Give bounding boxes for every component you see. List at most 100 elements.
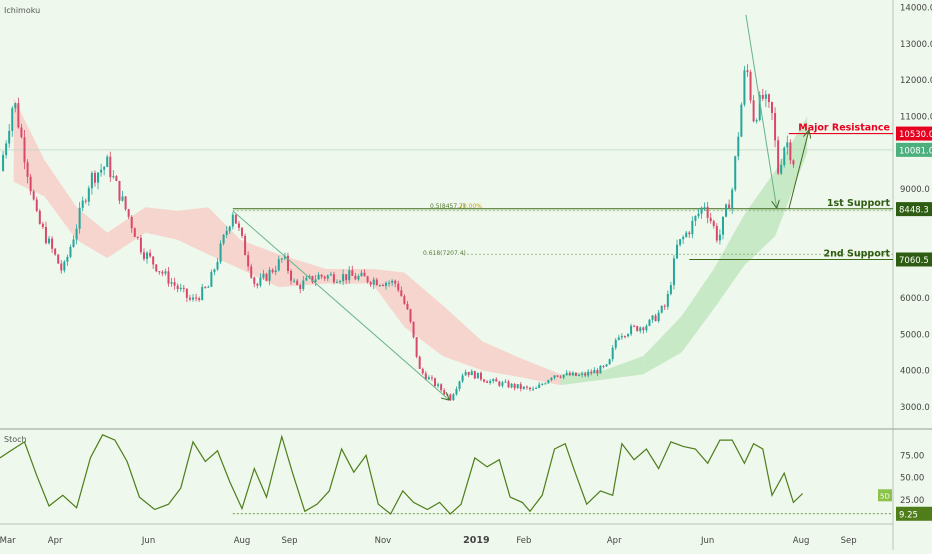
candle-body [764,94,767,99]
candle-body [118,180,121,201]
stochastic-pane [0,434,893,515]
candle-body [222,234,225,244]
candle-body [700,207,703,214]
first-support-label: 1st Support [827,198,891,209]
candle-body [743,70,746,105]
candle-body [115,176,118,181]
candle-body [280,258,283,260]
candle-body [623,336,626,338]
candle-body [121,196,124,201]
candle-body [354,275,357,280]
candle-body [11,108,14,131]
candle-body [97,172,100,183]
candle-body [308,275,311,278]
candle-body [470,371,473,376]
candle-body [372,279,375,285]
candle-body [388,282,391,284]
candle-body [51,238,54,249]
candle-body [691,220,694,235]
cloud-segment [775,116,808,237]
candle-body [90,172,93,189]
candle-body [363,272,366,277]
candle-body [734,156,737,190]
candle-body [14,103,17,109]
time-tick-label: Aug [234,536,251,546]
candle-body [32,191,35,200]
candle-body [679,239,682,245]
candle-body [596,369,599,374]
candle-body [421,368,424,374]
candle-body [72,239,75,248]
candle-body [544,383,547,385]
candle-body [721,216,724,235]
first-support-price-badge-bg [896,202,932,217]
candle-body [492,379,495,382]
candle-body [75,228,78,240]
price-tick-label: 4000.0 [900,367,930,377]
candle-body [139,237,142,253]
candle-body [657,312,660,322]
candle-body [608,359,611,365]
candle-body [786,142,789,148]
candle-body [774,113,777,141]
candle-body [69,247,72,257]
candle-body [446,394,449,396]
candle-body [191,297,194,300]
candle-body [360,272,363,277]
candle-body [651,315,654,320]
candle-body [259,277,262,286]
candle-body [384,282,387,286]
candle-body [161,271,164,274]
candle-body [504,381,507,383]
major-resistance-label: Major Resistance [798,123,890,134]
candle-body [124,196,127,210]
candle-body [541,383,544,385]
candle-body [642,327,645,331]
candle-body [320,274,323,277]
candle-body [694,216,697,221]
candle-body [510,383,513,388]
candle-body [553,375,556,378]
candle-body [525,386,528,388]
candle-body [682,236,685,240]
cloud-segment [145,207,178,240]
candle-body [35,199,38,211]
second-support-price-badge: 7060.5 [899,256,929,266]
candle-body [253,277,256,284]
candle-body [559,376,562,378]
candle-body [516,384,519,389]
candle-body [685,232,688,237]
candle-body [176,285,179,290]
candle-body [158,271,161,273]
candle-body [219,243,222,262]
candle-body [789,142,792,161]
candle-body [38,210,41,224]
candle-body [369,282,372,285]
candle-body [290,270,293,281]
candle-body [498,381,501,386]
stoch-line [0,434,804,515]
candle-body [620,336,623,338]
candle-body [286,255,289,271]
candle-body [718,234,721,241]
candle-body [299,285,302,290]
candle-body [758,94,761,121]
candle-body [400,290,403,297]
candle-body [752,100,755,122]
price-tick-label: 12000.0 [900,76,932,86]
stoch-last-value-bg [878,489,892,502]
candle-body [106,156,109,167]
candle-body [2,154,5,171]
candle-body [709,217,712,222]
candle-body [449,394,452,401]
candle-body [311,275,314,283]
candle-body [639,327,642,332]
candle-body [770,102,773,114]
trend-lines [232,14,809,400]
cloud-segment [442,305,483,371]
candle-body [528,387,531,390]
candle-body [326,275,329,279]
candle-body [617,337,620,340]
candle-body [302,280,305,290]
